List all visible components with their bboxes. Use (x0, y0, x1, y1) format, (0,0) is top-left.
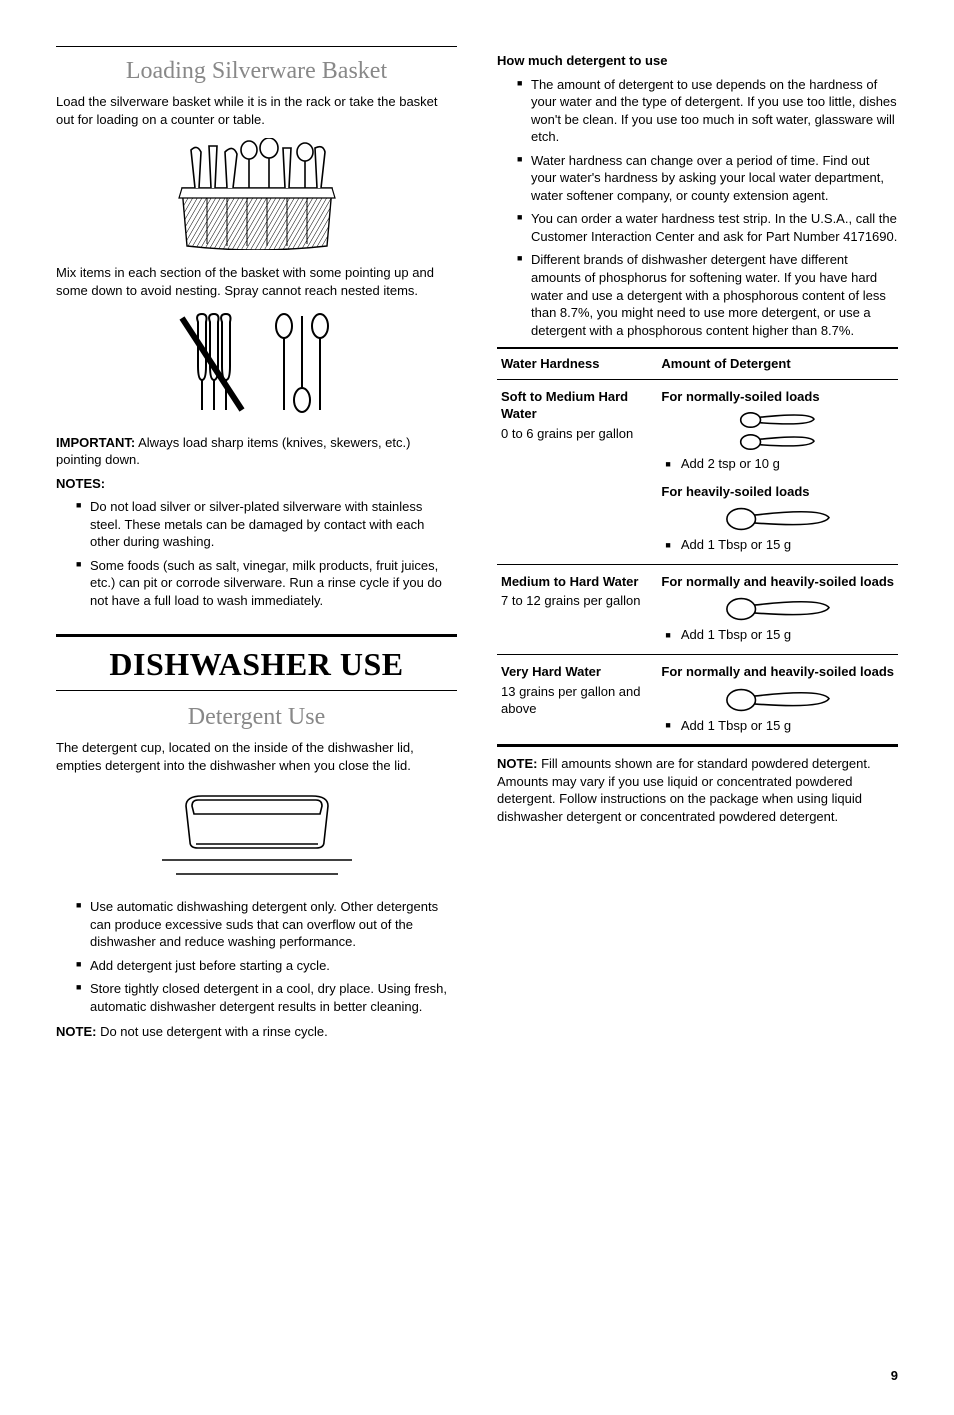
td-amount: For normally and heavily-soiled loads Ad… (657, 655, 898, 745)
important-label: IMPORTANT: (56, 435, 135, 450)
note3-label: NOTE: (497, 756, 537, 771)
note2-label: NOTE: (56, 1024, 96, 1039)
illustration-cup (56, 784, 457, 884)
howmuch-list: The amount of detergent to use depends o… (497, 76, 898, 340)
illustration-basket (56, 138, 457, 250)
heading-dishwasher-use: DISHWASHER USE (56, 643, 457, 686)
heading-loading: Loading Silverware Basket (56, 55, 457, 87)
list-item: Add detergent just before starting a cyc… (76, 957, 457, 975)
right-column: How much detergent to use The amount of … (497, 40, 898, 1047)
td-hardness: Very Hard Water13 grains per gallon and … (497, 655, 657, 745)
important-line: IMPORTANT: Always load sharp items (kniv… (56, 434, 457, 469)
th-amount: Amount of Detergent (657, 348, 898, 379)
td-amount: For normally-soiled loads Add 2 tsp or 1… (657, 379, 898, 564)
list-item: Use automatic dishwashing detergent only… (76, 898, 457, 951)
detergent-list: Use automatic dishwashing detergent only… (56, 898, 457, 1015)
rule-heavy (56, 634, 457, 637)
note2-text: Do not use detergent with a rinse cycle. (96, 1024, 327, 1039)
list-item: Store tightly closed detergent in a cool… (76, 980, 457, 1015)
note-item: Do not load silver or silver-plated silv… (76, 498, 457, 551)
td-hardness: Soft to Medium Hard Water0 to 6 grains p… (497, 379, 657, 564)
para-detergent: The detergent cup, located on the inside… (56, 739, 457, 774)
heading-detergent-use: Detergent Use (56, 701, 457, 733)
notes-list: Do not load silver or silver-plated silv… (56, 498, 457, 609)
list-item: Water hardness can change over a period … (517, 152, 898, 205)
note-item: Some foods (such as salt, vinegar, milk … (76, 557, 457, 610)
page-number: 9 (56, 1367, 898, 1385)
list-item: You can order a water hardness test stri… (517, 210, 898, 245)
para-mix: Mix items in each section of the basket … (56, 264, 457, 299)
detergent-table: Water Hardness Amount of Detergent Soft … (497, 347, 898, 745)
left-column: Loading Silverware Basket Load the silve… (56, 40, 457, 1047)
td-hardness: Medium to Hard Water7 to 12 grains per g… (497, 564, 657, 654)
notes-label: NOTES: (56, 475, 457, 493)
list-item: Different brands of dishwasher detergent… (517, 251, 898, 339)
rule (497, 745, 898, 747)
rule (56, 46, 457, 51)
para-load: Load the silverware basket while it is i… (56, 93, 457, 128)
list-item: The amount of detergent to use depends o… (517, 76, 898, 146)
rule (56, 688, 457, 691)
note3-line: NOTE: Fill amounts shown are for standar… (497, 755, 898, 825)
th-hardness: Water Hardness (497, 348, 657, 379)
td-amount: For normally and heavily-soiled loads Ad… (657, 564, 898, 654)
note3-text: Fill amounts shown are for standard powd… (497, 756, 871, 824)
note2-line: NOTE: Do not use detergent with a rinse … (56, 1023, 457, 1041)
heading-howmuch: How much detergent to use (497, 52, 898, 70)
illustration-nesting (56, 310, 457, 420)
